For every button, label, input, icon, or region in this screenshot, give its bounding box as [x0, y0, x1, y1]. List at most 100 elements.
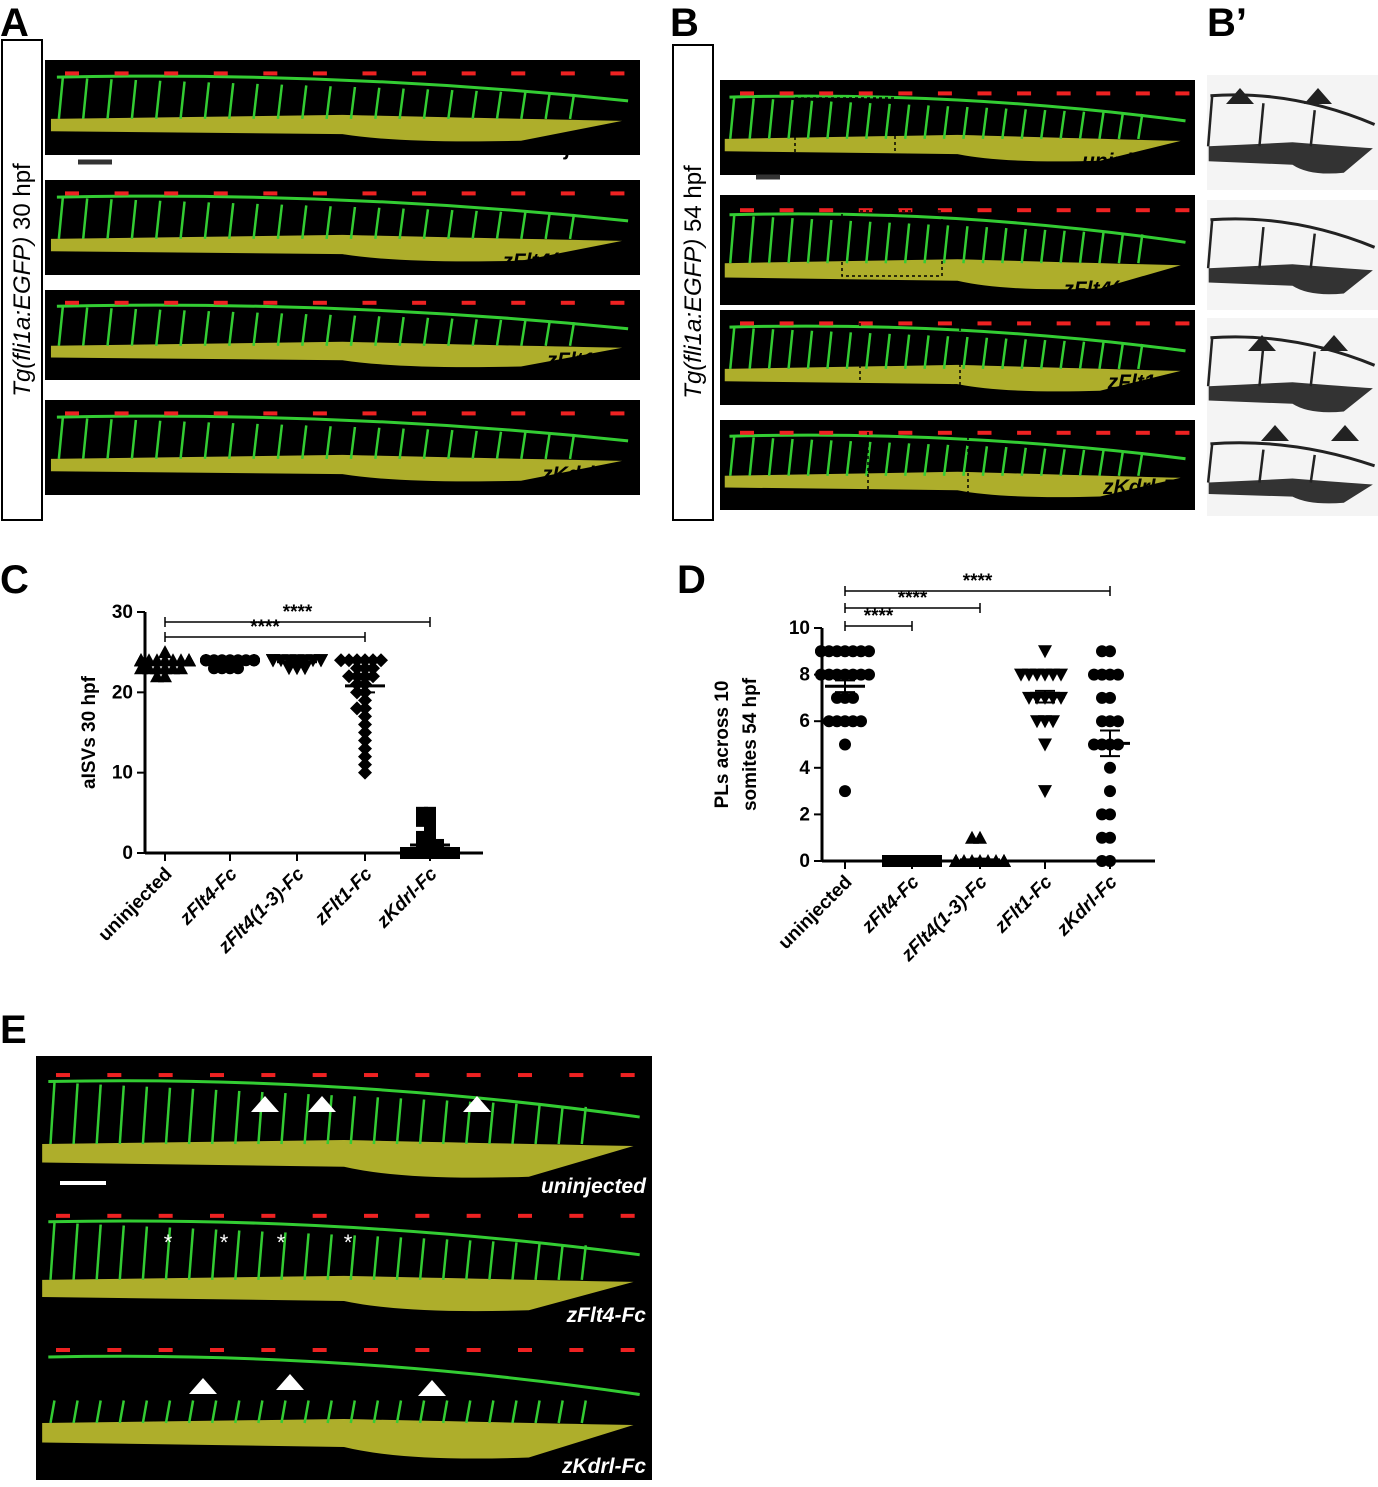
genotype: Tg(fli1a:EGFP) — [680, 239, 707, 399]
red-cell — [779, 430, 794, 435]
isv — [154, 420, 162, 460]
isv — [395, 1098, 403, 1145]
data-point — [1104, 785, 1116, 798]
red-cell — [213, 300, 228, 305]
data-point — [350, 661, 364, 676]
isv — [787, 99, 794, 140]
red-cell — [560, 411, 575, 416]
isv — [422, 429, 430, 460]
isv — [349, 315, 357, 346]
red-cell — [1056, 91, 1071, 96]
isv — [534, 1243, 541, 1280]
isv — [865, 332, 872, 370]
isv — [349, 1235, 357, 1280]
trunk — [42, 1275, 634, 1312]
isv — [1059, 340, 1066, 370]
y-tick-label: 6 — [799, 711, 810, 732]
red-cell — [1096, 430, 1111, 435]
isv — [57, 197, 65, 240]
isv — [903, 443, 911, 476]
isv — [1039, 339, 1047, 370]
isv — [845, 332, 853, 370]
red-cell — [114, 411, 129, 416]
red-cell — [466, 1348, 481, 1352]
isv — [203, 82, 211, 120]
red-cell — [461, 411, 476, 416]
isv — [729, 436, 736, 476]
red-cell — [65, 71, 79, 76]
panel-letter: C — [0, 558, 29, 602]
red-cell — [56, 1073, 70, 1078]
y-tick-label: 2 — [799, 804, 810, 825]
red-cell — [364, 1213, 378, 1218]
red-cell — [511, 300, 526, 305]
isv — [164, 1227, 172, 1280]
isv — [488, 1400, 495, 1424]
isv — [1059, 449, 1066, 476]
fish-image — [720, 420, 1195, 510]
data-point — [1046, 715, 1060, 729]
red-cell — [114, 300, 129, 305]
data-point — [1038, 738, 1052, 752]
data-point — [200, 654, 212, 667]
isv — [1020, 109, 1027, 140]
isv — [349, 426, 357, 460]
isv — [349, 206, 357, 240]
fish-image — [45, 180, 640, 275]
red-cell — [114, 191, 129, 196]
data-point — [1112, 715, 1124, 728]
red-cell — [560, 191, 575, 196]
red-cell — [312, 1213, 327, 1218]
isv — [303, 1400, 310, 1424]
isv — [1098, 112, 1105, 140]
red-cell — [210, 1348, 224, 1352]
isv — [276, 84, 284, 120]
isv — [210, 1229, 218, 1280]
isv — [845, 102, 853, 140]
isv — [511, 1103, 518, 1145]
isv — [372, 1097, 380, 1145]
isv — [227, 202, 235, 240]
data-point — [358, 661, 372, 676]
isv — [903, 334, 911, 370]
isv — [72, 1400, 79, 1424]
red-cell — [263, 411, 278, 416]
y-tick-label: 0 — [799, 851, 810, 872]
isv — [49, 1082, 56, 1145]
red-cell — [937, 208, 952, 213]
isv — [884, 222, 891, 264]
red-cell — [779, 321, 794, 326]
red-cell — [569, 1073, 584, 1078]
isv — [471, 210, 478, 240]
isv — [203, 422, 211, 460]
isv — [1309, 233, 1316, 269]
isv — [441, 1400, 449, 1424]
genotype-label: Tg(fli1a:EGFP) 30 hpf — [9, 163, 36, 397]
red-cell — [210, 1073, 224, 1078]
red-cell — [56, 1348, 70, 1352]
red-cell — [560, 300, 575, 305]
red-cell — [1017, 91, 1032, 96]
x-tick-label: zFlt4-Fc — [175, 863, 242, 930]
isv — [227, 311, 235, 346]
isv — [187, 1088, 195, 1145]
isv — [534, 1104, 541, 1145]
isv — [252, 83, 259, 120]
isv — [374, 316, 381, 346]
red-cell — [107, 1213, 122, 1218]
data-point — [882, 855, 894, 867]
isv — [826, 440, 833, 476]
isv — [252, 203, 259, 240]
arrowhead — [251, 1096, 279, 1112]
red-cell — [518, 1348, 532, 1352]
isv — [488, 1241, 495, 1280]
isv — [418, 1099, 426, 1145]
isv — [568, 321, 576, 347]
isv — [118, 1400, 126, 1424]
data-point — [1038, 645, 1052, 659]
red-cell — [1056, 208, 1071, 213]
isv — [227, 422, 235, 460]
data-point — [232, 662, 244, 675]
red-cell — [263, 191, 278, 196]
isv — [884, 442, 891, 476]
